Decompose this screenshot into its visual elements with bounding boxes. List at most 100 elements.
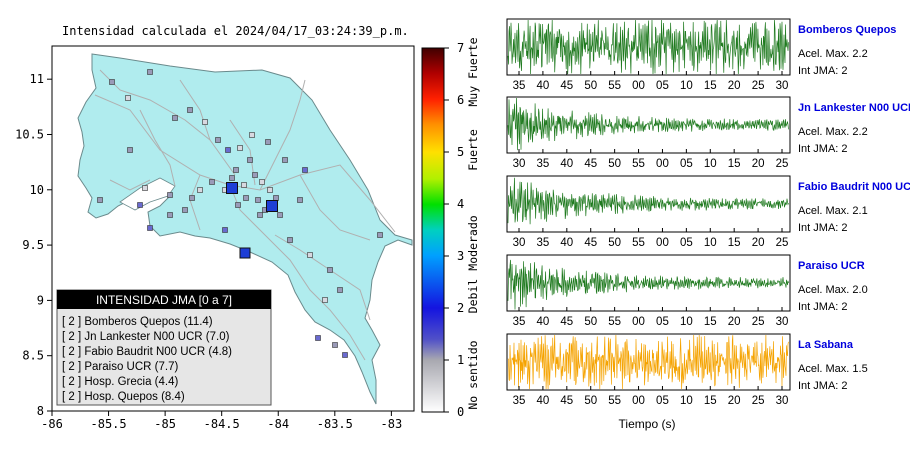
station-marker: [302, 167, 308, 173]
waveform-tick-label: 55: [608, 395, 621, 407]
station-name: Bomberos Quepos: [798, 24, 896, 36]
waveform-tick-label: 30: [513, 158, 526, 170]
station-name: Fabio Baudrit N00 UCR: [798, 181, 910, 193]
station-marker: [147, 69, 153, 75]
station-marker: [249, 132, 255, 138]
waveform-tick-label: 35: [513, 80, 526, 92]
waveform-tick-label: 05: [656, 395, 669, 407]
map-x-tick-label: -85: [154, 417, 176, 431]
station-marker: [241, 182, 247, 188]
station-marker: [257, 212, 263, 218]
station-marker: [189, 195, 195, 201]
colorbar-tick-label: 1: [457, 353, 464, 367]
station-marker: [273, 195, 279, 201]
peak-acceleration: Acel. Max. 1.5: [798, 363, 868, 375]
waveform-tick-label: 40: [560, 158, 573, 170]
station-marker: [97, 197, 103, 203]
waveform-tick-label: 05: [680, 237, 693, 249]
station-marker: [327, 267, 333, 273]
road-network: [94, 69, 396, 361]
colorbar-ticks: 0 1 2 3 4 5 6 7: [444, 41, 464, 419]
waveform-tick-label: 00: [632, 395, 645, 407]
peak-acceleration: Acel. Max. 2.2: [798, 126, 868, 138]
legend-items: [ 2 ] Bomberos Quepos (11.4) [ 2 ] Jn Lan…: [62, 316, 232, 403]
jma-intensity: Int JMA: 2: [798, 143, 848, 155]
waveform-tick-label: 25: [752, 80, 765, 92]
waveform-tick-label: 20: [752, 237, 765, 249]
waveform-tick-label: 50: [608, 158, 621, 170]
legend-item: [ 2 ] Hosp. Quepos (8.4): [62, 391, 185, 403]
station-marker: [342, 352, 348, 358]
waveform-tick-label: 10: [680, 316, 693, 328]
waveform-tick-label: 45: [584, 158, 597, 170]
waveform-tick-label: 00: [656, 237, 669, 249]
road: [259, 79, 306, 191]
waveform-tick-label: 25: [776, 158, 789, 170]
station-marker: [322, 297, 328, 303]
station-marker: [237, 145, 243, 151]
station-marker: [267, 187, 273, 193]
legend-item: [ 2 ] Jn Lankester N00 UCR (7.0): [62, 331, 230, 343]
map-y-tick-label: 10: [30, 183, 44, 197]
colorbar-class-label: Fuerte: [466, 129, 480, 171]
waveform-tick-label: 50: [584, 395, 597, 407]
station-marker: [182, 207, 188, 213]
time-axis-label: Tiempo (s): [619, 417, 676, 431]
station-marker: [252, 172, 258, 178]
waveform-tick-label: 10: [680, 80, 693, 92]
waveform-panel: 35 40 45 50 55 00 05 10 15 20 25 30 La Sabana Acel. M…: [506, 333, 868, 407]
map-y-tick-label: 11: [30, 72, 44, 86]
station-name: Paraiso UCR: [798, 260, 865, 272]
station-marker: [127, 147, 133, 153]
waveform-tick-label: 15: [704, 316, 717, 328]
waveform-panel: 35 40 45 50 55 00 05 10 15 20 25 30 Paraiso UCR Acel.…: [506, 254, 868, 328]
station-marker: [229, 175, 235, 181]
station-marker: [235, 202, 241, 208]
waveform-tick-label: 15: [704, 80, 717, 92]
peak-acceleration: Acel. Max. 2.0: [798, 284, 868, 296]
legend-header: INTENSIDAD JMA [0 a 7]: [96, 293, 232, 307]
waveform-trace: [507, 19, 789, 75]
station-marker: [297, 197, 303, 203]
station-marker: [197, 187, 203, 193]
waveform-tick-label: 55: [608, 316, 621, 328]
legend-header-bar: [57, 290, 271, 309]
map-axes: -86 -85.5 -85 -84.5 -84 -83.5 -83 11 10.5 10 9.5 9 8…: [15, 72, 402, 431]
waveform-tick-label: 55: [632, 237, 645, 249]
station-marker: [287, 237, 293, 243]
map-frame: [51, 45, 415, 412]
map-x-tick-label: -84: [267, 417, 289, 431]
road: [139, 109, 176, 187]
station-marker: [187, 107, 193, 113]
station-marker: [137, 202, 143, 208]
costa-rica-landmass: [77, 53, 413, 405]
colorbar-tick-label: 6: [457, 93, 464, 107]
station-marker: [247, 157, 253, 163]
station-marker: [282, 157, 288, 163]
waveform-tick-label: 50: [584, 80, 597, 92]
waveform-panel: 35 40 45 50 55 00 05 10 15 20 25 30 Bomberos Quepos A…: [506, 18, 896, 92]
legend-item: [ 2 ] Fabio Baudrit N00 UCR (4.8): [62, 346, 232, 358]
map-title: Intensidad calculada el 2024/04/17_03:24…: [62, 24, 409, 38]
waveform-tick-label: 40: [537, 395, 550, 407]
station-marker: [277, 212, 283, 218]
colorbar-class-label: Muy Fuerte: [466, 37, 480, 106]
waveform-tick-label: 25: [752, 316, 765, 328]
waveform-tick-label: 45: [560, 316, 573, 328]
colorbar-class-label: No sentido: [466, 340, 480, 409]
waveform-tick-label: 10: [704, 158, 717, 170]
station-marker: [109, 79, 115, 85]
waveform-trace: [507, 97, 789, 151]
waveform-tick-label: 05: [656, 80, 669, 92]
waveform-tick-label: 15: [728, 158, 741, 170]
station-marker: [209, 179, 215, 185]
waveform-tick-label: 50: [608, 237, 621, 249]
map-x-tick-label: -85.5: [91, 417, 127, 431]
waveform-tick-label: 25: [776, 237, 789, 249]
waveform-tick-label: 20: [728, 80, 741, 92]
colorbar-tick-label: 4: [457, 197, 464, 211]
colorbar-tick-label: 3: [457, 249, 464, 263]
waveform-tick-label: 35: [537, 158, 550, 170]
waveform-tick-label: 55: [608, 80, 621, 92]
waveform-tick-label: 00: [632, 80, 645, 92]
